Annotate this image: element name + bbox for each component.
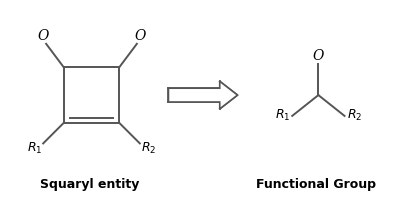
Text: O: O [134, 29, 146, 43]
Text: $R_2$: $R_2$ [141, 141, 156, 156]
Text: O: O [313, 49, 324, 63]
Polygon shape [168, 81, 237, 109]
Text: O: O [37, 29, 49, 43]
Text: $R_1$: $R_1$ [275, 108, 290, 123]
Text: $R_2$: $R_2$ [347, 108, 362, 123]
Text: Functional Group: Functional Group [256, 178, 377, 191]
Text: $R_1$: $R_1$ [26, 141, 42, 156]
Text: Squaryl entity: Squaryl entity [40, 178, 139, 191]
